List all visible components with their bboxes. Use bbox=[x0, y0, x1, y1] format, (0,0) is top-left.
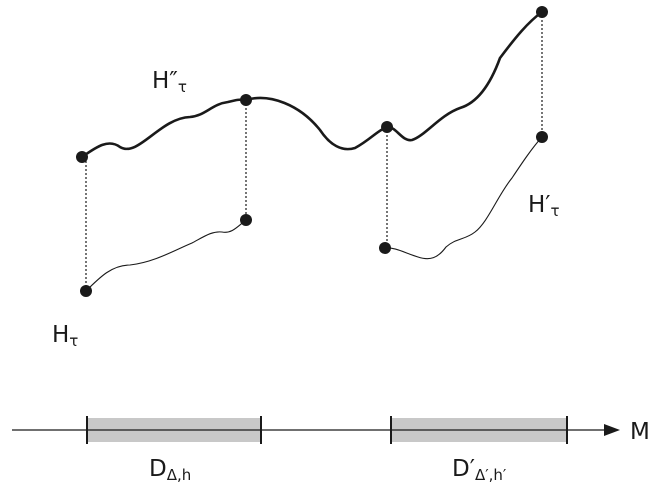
endpoint-dot bbox=[240, 94, 252, 106]
label-h-double-prime: H″τ bbox=[152, 68, 187, 96]
axis-label: M bbox=[630, 419, 650, 445]
endpoint-dot bbox=[536, 6, 548, 18]
interval-d-prime-label: D′Δ′,h′ bbox=[452, 456, 507, 484]
label-h: Hτ bbox=[52, 322, 78, 350]
axis-arrow-icon bbox=[604, 424, 620, 436]
endpoint-dot bbox=[80, 285, 92, 297]
endpoint-dot bbox=[536, 131, 548, 143]
endpoint-dot bbox=[379, 242, 391, 254]
endpoint-dot bbox=[240, 214, 252, 226]
label-h-prime: H′τ bbox=[528, 192, 560, 220]
interval-d-label: DΔ,h bbox=[149, 456, 191, 484]
endpoint-dot bbox=[381, 121, 393, 133]
curve-h-prime bbox=[384, 136, 543, 260]
endpoint-dot bbox=[76, 151, 88, 163]
curve-h bbox=[85, 219, 247, 292]
curve-h-double-prime bbox=[80, 10, 544, 159]
